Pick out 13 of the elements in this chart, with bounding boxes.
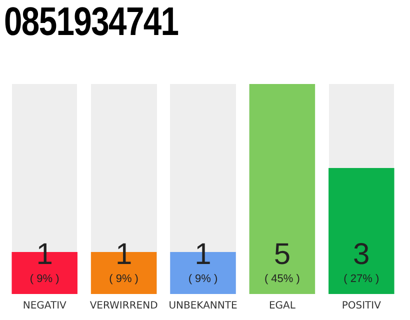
x-tick-label: UNBEKANNTE: [168, 300, 238, 312]
x-tick-label: EGAL: [268, 300, 296, 312]
x-tick-label: NEGATIV: [22, 300, 67, 312]
data-label: 3: [353, 238, 370, 271]
annotation: ( 9% ): [30, 273, 60, 285]
annotation: ( 9% ): [109, 273, 138, 285]
x-tick-label: VERWIRREND: [90, 300, 158, 312]
annotation: ( 27% ): [344, 273, 380, 285]
x-tick-label: POSITIV: [342, 300, 382, 312]
data-label: 5: [274, 238, 291, 271]
annotation: ( 9% ): [188, 273, 218, 285]
chart-title: 0851934741: [4, 0, 178, 45]
annotation: ( 45% ): [264, 273, 300, 285]
